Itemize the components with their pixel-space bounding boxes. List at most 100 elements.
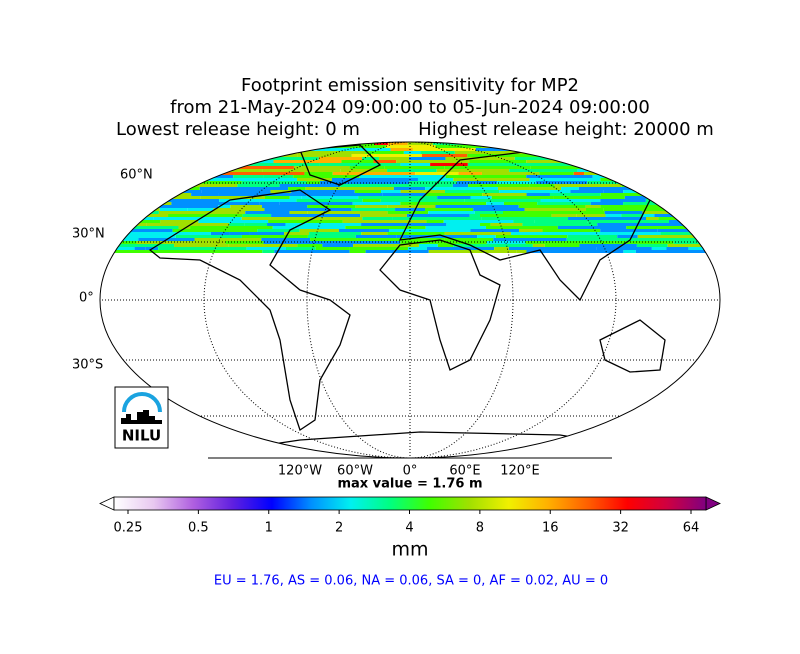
field-cell	[309, 169, 341, 172]
field-cell	[481, 172, 540, 175]
field-cell	[365, 250, 429, 253]
field-cell	[467, 163, 528, 166]
field-cell	[597, 223, 685, 226]
field-cell	[204, 166, 294, 169]
field-cell	[635, 250, 719, 253]
field-cell	[639, 142, 712, 145]
field-cell	[636, 244, 668, 247]
field-cell	[526, 193, 550, 196]
field-cell	[600, 178, 638, 181]
field-cell	[651, 247, 667, 250]
field-cell	[679, 208, 692, 211]
field-cell	[430, 163, 468, 166]
field-cell	[179, 250, 263, 253]
field-cell	[262, 250, 275, 253]
field-cell	[481, 154, 571, 157]
field-cell	[644, 157, 658, 160]
field-cell	[722, 190, 750, 193]
field-cell	[340, 184, 424, 187]
field-cell	[100, 187, 132, 190]
field-cell	[596, 247, 652, 250]
field-cell	[315, 247, 350, 250]
field-cell	[268, 220, 343, 223]
field-cell	[582, 151, 603, 154]
field-cell	[306, 193, 383, 196]
field-cell	[100, 169, 110, 172]
field-cell	[426, 220, 444, 223]
field-cell	[139, 142, 169, 145]
field-cell	[496, 142, 586, 145]
field-cell	[456, 181, 498, 184]
field-cell	[542, 145, 630, 148]
field-cell	[624, 166, 640, 169]
field-cell	[175, 235, 242, 238]
field-cell	[567, 235, 618, 238]
field-cell	[293, 166, 350, 169]
colorbar-label: mm	[391, 539, 428, 561]
field-cell	[643, 214, 655, 217]
field-cell	[100, 211, 159, 214]
field-cell	[573, 172, 585, 175]
field-cell	[190, 226, 273, 229]
field-cell	[407, 142, 433, 145]
field-cell	[519, 229, 543, 232]
field-cell	[509, 169, 578, 172]
field-cell	[469, 214, 480, 217]
field-cell	[264, 208, 352, 211]
field-cell	[151, 172, 218, 175]
field-cell	[270, 190, 292, 193]
colorbar-tick-label: 2	[335, 521, 343, 536]
field-cell	[218, 205, 231, 208]
field-cell	[663, 175, 720, 178]
field-cell	[354, 190, 381, 193]
field-cell	[637, 178, 693, 181]
field-cell	[568, 217, 647, 220]
field-cell	[187, 208, 214, 211]
field-cell	[566, 238, 639, 241]
field-cell	[643, 172, 685, 175]
field-cell	[237, 184, 280, 187]
field-cell	[503, 202, 538, 205]
field-cell	[387, 169, 437, 172]
field-cell	[374, 142, 389, 145]
field-cell	[358, 196, 438, 199]
field-cell	[415, 172, 459, 175]
coastline	[599, 319, 666, 373]
field-cell	[310, 238, 358, 241]
field-cell	[637, 235, 711, 238]
field-cell	[107, 184, 144, 187]
field-cell	[687, 154, 720, 157]
field-cell	[493, 238, 567, 241]
field-cell	[387, 211, 429, 214]
field-cell	[426, 247, 495, 250]
field-cell	[351, 154, 422, 157]
logo-arc	[122, 392, 162, 413]
field-cell	[263, 241, 334, 244]
field-cell	[514, 157, 597, 160]
field-cell	[229, 232, 250, 235]
field-cell	[508, 247, 597, 250]
field-cell	[590, 202, 624, 205]
field-cell	[583, 211, 605, 214]
field-cell	[338, 229, 389, 232]
field-cell	[131, 157, 160, 160]
field-cell	[513, 220, 535, 223]
field-cell	[417, 178, 454, 181]
field-cell	[218, 151, 229, 154]
field-cell	[576, 214, 606, 217]
field-cell	[355, 205, 388, 208]
field-cell	[445, 157, 515, 160]
field-cell	[352, 202, 401, 205]
field-cell	[603, 190, 624, 193]
field-cell	[349, 247, 408, 250]
field-cell	[340, 169, 388, 172]
field-cell	[159, 157, 243, 160]
field-cell	[185, 142, 228, 145]
coastline	[148, 189, 351, 432]
field-cell	[294, 226, 346, 229]
field-cell	[359, 175, 446, 178]
field-cell	[265, 196, 290, 199]
map-border	[99, 141, 721, 458]
field-cell	[710, 235, 720, 238]
field-cell	[143, 184, 161, 187]
